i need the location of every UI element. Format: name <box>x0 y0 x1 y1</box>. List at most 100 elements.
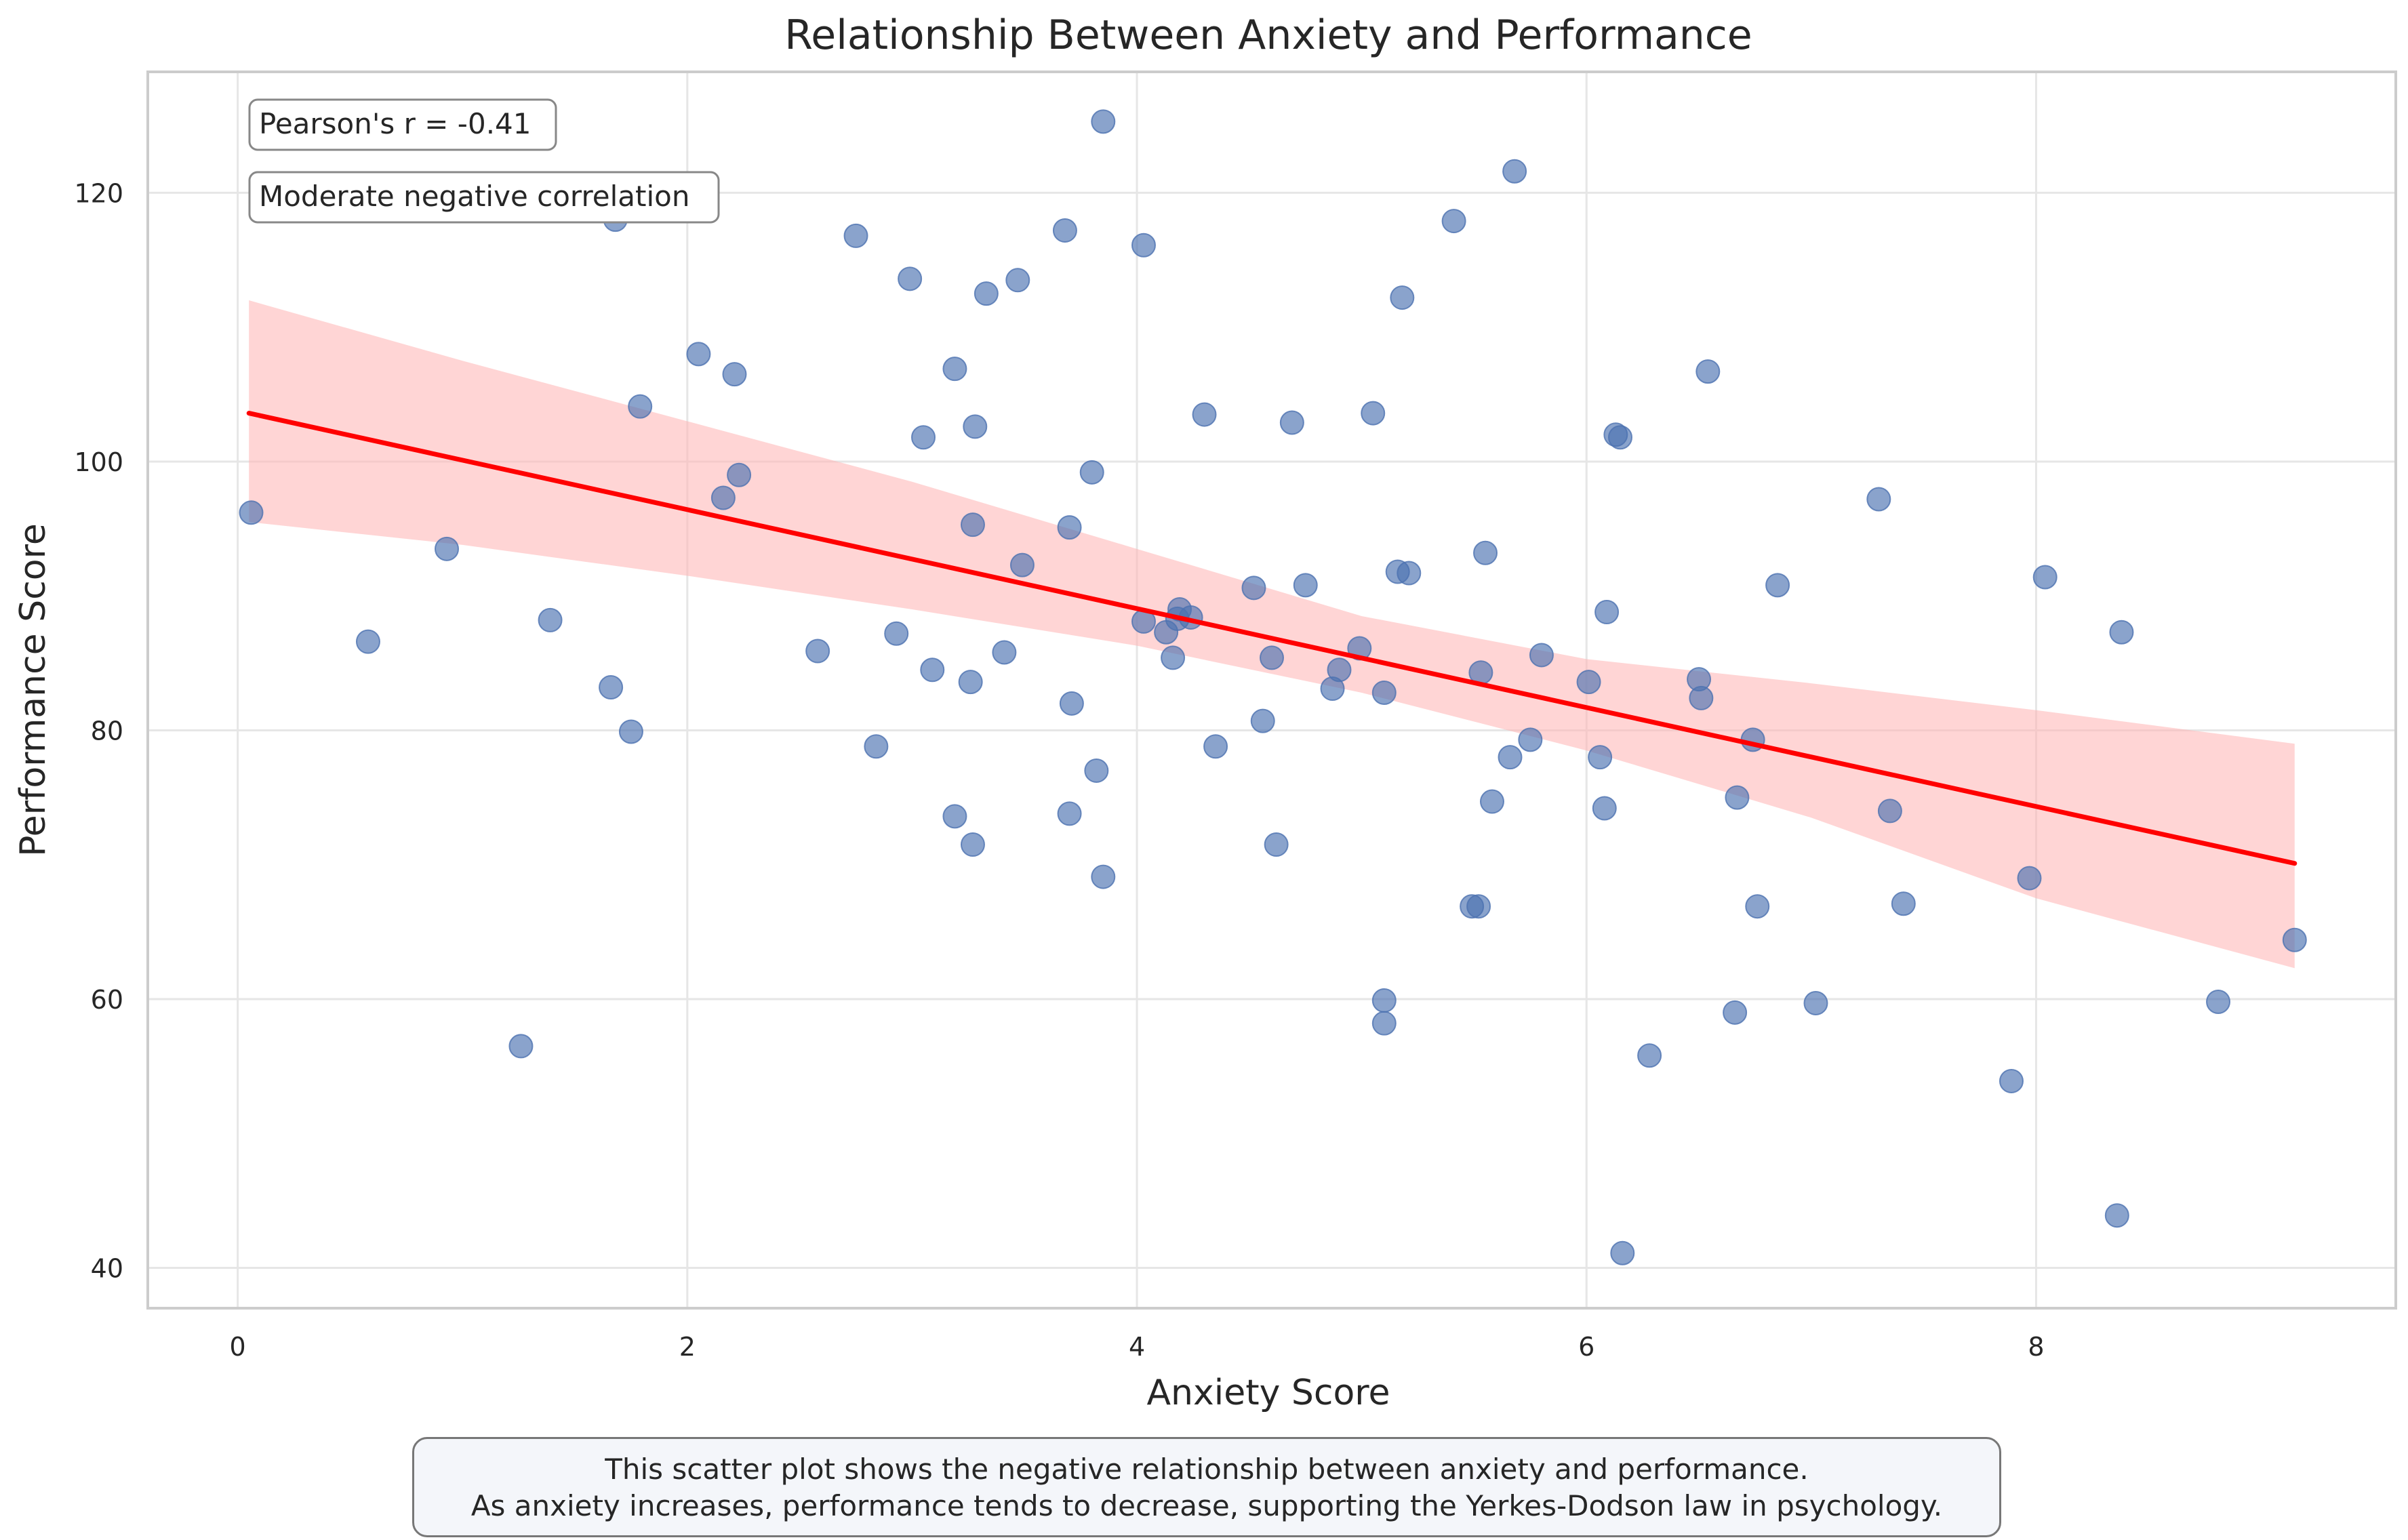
y-tick-label: 60 <box>91 985 123 1015</box>
y-axis-label: Performance Score <box>13 523 54 857</box>
scatter-point <box>1891 891 1916 916</box>
scatter-point <box>1607 425 1632 450</box>
scatter-point <box>722 362 747 387</box>
x-tick-label: 0 <box>230 1332 246 1362</box>
scatter-point <box>1390 285 1415 310</box>
scatter-points <box>239 109 2307 1265</box>
plot-frame <box>146 70 2397 1310</box>
scatter-point <box>2282 927 2307 952</box>
scatter-point <box>1518 727 1543 752</box>
x-tick-label: 8 <box>2028 1332 2044 1362</box>
scatter-point <box>1610 1240 1635 1265</box>
scatter-point <box>911 425 936 450</box>
scatter-point <box>355 629 380 654</box>
scatter-point <box>599 675 624 700</box>
caption-box: This scatter plot shows the negative rel… <box>412 1437 2001 1537</box>
scatter-point <box>1397 561 1422 586</box>
scatter-point <box>1241 575 1266 601</box>
scatter-point <box>727 462 752 487</box>
scatter-point <box>1866 487 1891 512</box>
scatter-point <box>1161 645 1186 670</box>
scatter-point <box>508 1034 534 1059</box>
scatter-point <box>1091 109 1116 134</box>
scatter-point <box>864 734 889 759</box>
scatter-point <box>1279 410 1304 435</box>
scatter-point <box>942 357 967 382</box>
scatter-point <box>1803 990 1828 1015</box>
y-tick-label: 100 <box>74 447 123 477</box>
scatter-point <box>1361 401 1386 426</box>
scatter-point <box>1765 573 1790 598</box>
scatter-point <box>1057 515 1082 540</box>
x-tick-label: 4 <box>1129 1332 1145 1362</box>
scatter-point <box>2104 1203 2129 1228</box>
scatter-point <box>884 621 909 646</box>
scatter-point <box>1594 600 1620 625</box>
scatter-point <box>1498 745 1523 770</box>
regression-line <box>246 411 2297 866</box>
scatter-point <box>960 832 985 857</box>
scatter-point <box>1260 645 1284 670</box>
scatter-point <box>1131 232 1156 258</box>
caption-line-1: This scatter plot shows the negative rel… <box>605 1453 1809 1486</box>
scatter-point <box>1473 540 1498 565</box>
scatter-point <box>1084 758 1109 783</box>
scatter-point <box>1502 159 1527 184</box>
scatter-point <box>1529 643 1554 668</box>
correlation-strength-text: Moderate negative correlation <box>259 180 690 213</box>
scatter-point <box>960 512 985 538</box>
scatter-point <box>1250 708 1275 733</box>
scatter-point <box>1192 402 1217 427</box>
scatter-point <box>958 670 983 695</box>
scatter-point <box>2017 866 2042 891</box>
scatter-point <box>1059 691 1084 716</box>
scatter-point <box>2032 565 2058 590</box>
scatter-point <box>963 414 988 439</box>
scatter-point <box>1723 1000 1748 1025</box>
scatter-point <box>1057 801 1082 826</box>
scatter-point <box>942 804 967 829</box>
scatter-point <box>1079 460 1104 485</box>
scatter-point <box>628 394 653 419</box>
scatter-point <box>538 607 563 632</box>
scatter-point <box>686 342 711 367</box>
scatter-point <box>710 485 736 510</box>
scatter-point <box>1479 789 1504 814</box>
axis-ticks: 0 2 4 6 8 40 60 80 100 120 <box>74 178 2044 1362</box>
pearson-annotation-text: Pearson's r = -0.41 <box>259 107 531 140</box>
scatter-point <box>2109 620 2134 645</box>
grid-lines <box>148 72 2396 1308</box>
scatter-point <box>618 719 643 744</box>
scatter-point <box>435 536 460 561</box>
y-tick-label: 120 <box>74 178 123 208</box>
scatter-point <box>2206 989 2231 1014</box>
scatter-point <box>1877 798 1902 824</box>
scatter-point <box>1371 680 1397 705</box>
scatter-point <box>992 640 1017 665</box>
x-axis-label: Anxiety Score <box>1146 1373 1390 1413</box>
scatter-point <box>920 657 945 683</box>
scatter-point <box>239 500 264 525</box>
scatter-point <box>1091 864 1116 889</box>
scatter-point <box>1576 670 1601 695</box>
regression-line-group <box>246 411 2297 866</box>
scatter-point <box>1689 685 1714 710</box>
correlation-strength-annotation: Moderate negative correlation <box>248 171 720 224</box>
scatter-point <box>1695 359 1721 384</box>
scatter-point <box>1588 745 1613 770</box>
caption-line-2: As anxiety increases, performance tends … <box>470 1489 1943 1522</box>
scatter-point <box>805 639 830 664</box>
x-tick-label: 2 <box>679 1332 696 1362</box>
scatter-point <box>1203 734 1228 759</box>
scatter-point <box>1441 209 1466 234</box>
confidence-band-group <box>249 300 2295 969</box>
scatter-point <box>974 281 999 306</box>
scatter-point <box>1745 894 1770 919</box>
scatter-point <box>1466 894 1491 919</box>
pearson-annotation: Pearson's r = -0.41 <box>248 98 557 151</box>
scatter-point <box>1052 218 1077 243</box>
scatter-point <box>1725 785 1750 810</box>
scatter-point <box>898 266 923 291</box>
scatter-point <box>1264 832 1289 857</box>
